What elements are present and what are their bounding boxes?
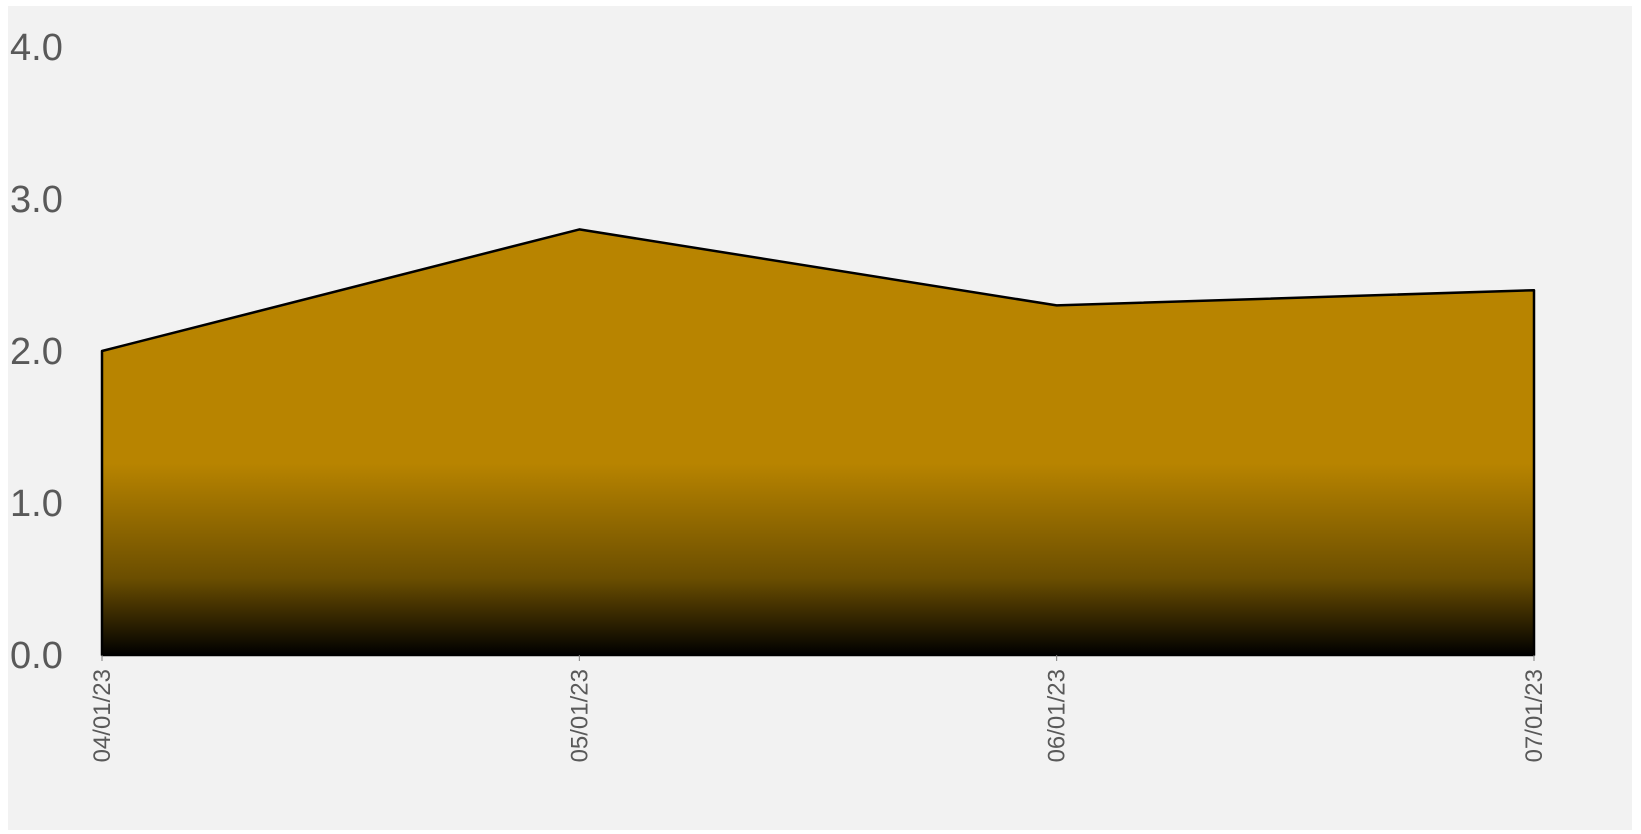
- area-chart: 0.0 1.0 2.0 3.0 4.0 04/01/23 05/01/23 06/01/23…: [10, 27, 1548, 762]
- y-tick-label: 4.0: [10, 27, 63, 69]
- series-area: [100, 228, 1536, 657]
- x-tick-label: 07/01/23: [1521, 669, 1548, 762]
- y-tick-label: 0.0: [10, 635, 63, 677]
- plot-area: [100, 228, 1536, 657]
- x-tick-label: 04/01/23: [89, 669, 116, 762]
- chart-area-container: 0.0 1.0 2.0 3.0 4.0 04/01/23 05/01/23 06/01/23…: [8, 6, 1632, 830]
- y-tick-label: 2.0: [10, 331, 63, 373]
- y-tick-label: 1.0: [10, 483, 63, 525]
- x-tick-label: 05/01/23: [566, 669, 593, 762]
- y-tick-label: 3.0: [10, 179, 63, 221]
- y-axis: 0.0 1.0 2.0 3.0 4.0: [10, 27, 63, 677]
- x-tick-label: 06/01/23: [1044, 669, 1071, 762]
- x-axis: 04/01/23 05/01/23 06/01/23 07/01/23: [89, 654, 1548, 762]
